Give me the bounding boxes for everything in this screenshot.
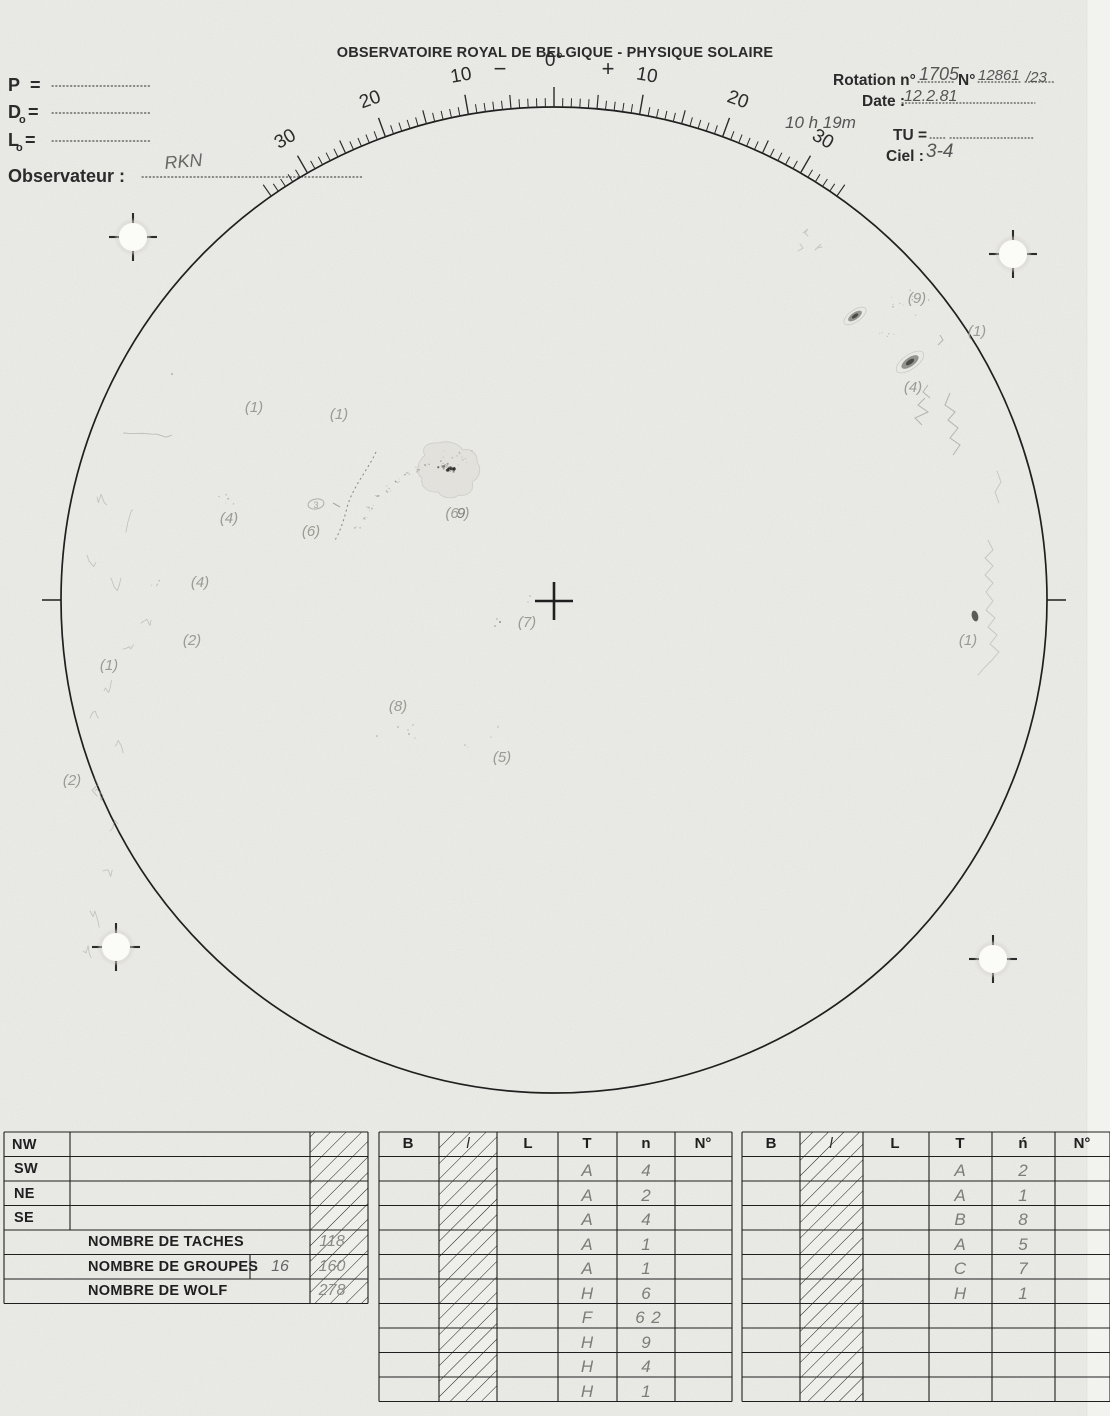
svg-text:B: B [766,1135,777,1152]
svg-text:2: 2 [1017,1161,1028,1180]
svg-text:N°: N° [958,72,975,89]
svg-text:A: A [953,1186,965,1205]
svg-text:12861: 12861 [978,67,1020,84]
svg-text:H: H [581,1357,594,1376]
svg-text:1: 1 [1018,1186,1027,1205]
svg-text:(1): (1) [330,406,348,423]
svg-text:−: − [494,56,507,81]
svg-text:): ) [463,505,470,522]
svg-text:TU =: TU = [893,127,927,144]
svg-text:2: 2 [650,1308,661,1327]
svg-text:8: 8 [1018,1210,1028,1229]
svg-text:118: 118 [319,1233,345,1250]
svg-text:P =: P = [8,75,41,95]
svg-text:H: H [581,1284,594,1303]
svg-text:T: T [955,1135,964,1152]
svg-text:A: A [953,1161,965,1180]
svg-text:=: = [25,130,36,150]
svg-text:Ciel :: Ciel : [886,148,924,165]
svg-text:1705: 1705 [919,64,960,84]
svg-text:B: B [954,1210,965,1229]
svg-text:(6): (6) [302,523,320,540]
svg-text:B: B [403,1135,414,1152]
svg-text:A: A [580,1235,592,1254]
svg-text:0°: 0° [545,50,563,71]
svg-text:1: 1 [641,1235,650,1254]
svg-text:(7): (7) [518,614,536,631]
svg-text:2: 2 [640,1186,651,1205]
svg-text:7: 7 [1018,1259,1028,1278]
svg-text:1: 1 [641,1259,650,1278]
svg-text:o: o [19,114,26,126]
svg-text:6: 6 [641,1284,651,1303]
svg-text:(1): (1) [959,632,977,649]
svg-text:A: A [580,1186,592,1205]
svg-text:10: 10 [635,63,659,87]
svg-text:4: 4 [641,1357,650,1376]
svg-text:NOMBRE DE GROUPES: NOMBRE DE GROUPES [88,1259,258,1275]
svg-text:(4): (4) [904,379,922,396]
svg-text:12.2.81: 12.2.81 [904,88,957,105]
svg-text:H: H [581,1382,594,1401]
svg-text:5: 5 [1018,1235,1028,1254]
svg-text:(1): (1) [245,399,263,416]
svg-text:(1): (1) [968,323,986,340]
svg-text:Date :: Date : [862,93,905,110]
svg-text:SE: SE [14,1210,34,1226]
svg-text:SW: SW [14,1161,38,1177]
svg-text:NOMBRE DE TACHES: NOMBRE DE TACHES [88,1234,244,1250]
svg-text:=: = [28,102,39,122]
svg-text:9: 9 [641,1333,651,1352]
svg-text:16: 16 [271,1258,289,1275]
svg-text:C: C [954,1259,967,1278]
svg-text:1: 1 [641,1382,650,1401]
svg-text:Observateur :: Observateur : [8,166,125,186]
svg-text:4: 4 [641,1210,650,1229]
svg-text:n: n [641,1135,650,1152]
svg-text:A: A [580,1259,592,1278]
svg-text:(8): (8) [389,698,407,715]
svg-text:+: + [602,56,615,81]
svg-text:(5): (5) [493,749,511,766]
svg-text:1: 1 [1018,1284,1027,1303]
svg-text:A: A [953,1235,965,1254]
svg-text:T: T [582,1135,591,1152]
svg-text:NE: NE [14,1186,35,1202]
svg-text:/23: /23 [1025,69,1048,86]
svg-text:RKN: RKN [164,150,205,173]
svg-text:N°: N° [695,1135,712,1152]
svg-text:(9): (9) [908,290,926,307]
svg-text:(2): (2) [63,772,81,789]
svg-text:3-4: 3-4 [926,141,953,162]
svg-text:4: 4 [641,1161,650,1180]
svg-text:H: H [954,1284,967,1303]
svg-text:L: L [890,1135,899,1152]
svg-text:Rotation n°: Rotation n° [833,72,916,89]
svg-text:NW: NW [12,1137,37,1153]
svg-text:160: 160 [319,1258,346,1275]
svg-text:L: L [523,1135,532,1152]
svg-text:3: 3 [313,500,318,510]
svg-text:N°: N° [1074,1135,1091,1152]
svg-text:6: 6 [635,1308,645,1327]
svg-text:A: A [580,1210,592,1229]
svg-text:H: H [581,1333,594,1352]
svg-text:F: F [582,1308,594,1327]
svg-text:(2): (2) [183,632,201,649]
svg-text:(1): (1) [100,657,118,674]
svg-text:NOMBRE DE WOLF: NOMBRE DE WOLF [88,1283,228,1299]
svg-text:o: o [16,142,23,154]
svg-text:ń: ń [1018,1135,1027,1152]
svg-text:278: 278 [318,1282,346,1299]
svg-text:10: 10 [449,63,473,87]
svg-text:(4): (4) [191,574,209,591]
svg-text:A: A [580,1161,592,1180]
svg-text:(4): (4) [220,510,238,527]
